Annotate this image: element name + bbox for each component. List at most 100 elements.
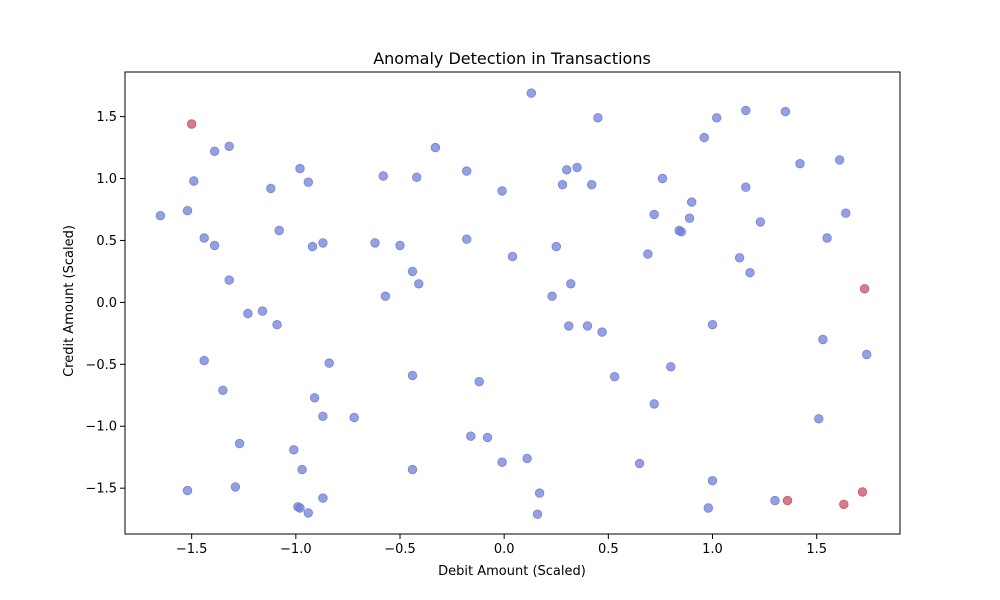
normal-point — [551, 241, 562, 252]
normal-point — [295, 503, 305, 513]
normal-point — [407, 464, 418, 475]
normal-point — [834, 155, 845, 165]
normal-point — [566, 279, 576, 289]
normal-point — [497, 457, 507, 467]
normal-point — [257, 306, 268, 316]
normal-point — [199, 233, 209, 243]
normal-point — [643, 249, 653, 259]
normal-point — [474, 377, 484, 387]
normal-point — [466, 431, 476, 441]
normal-point — [572, 162, 582, 173]
normal-point — [684, 213, 695, 223]
normal-point — [707, 320, 718, 330]
normal-point — [303, 508, 314, 518]
normal-point — [676, 227, 687, 237]
normal-point — [526, 88, 537, 98]
normal-point — [224, 141, 234, 152]
normal-point — [609, 372, 620, 382]
normal-point — [243, 308, 253, 319]
normal-point — [687, 197, 697, 207]
normal-point — [634, 458, 645, 469]
normal-point — [370, 238, 380, 248]
normal-point — [666, 362, 676, 372]
normal-point — [380, 291, 391, 301]
normal-point — [318, 493, 328, 503]
normal-point — [414, 279, 424, 289]
normal-point — [430, 142, 441, 153]
normal-point — [309, 393, 320, 403]
normal-point — [395, 240, 405, 251]
x-tick-label: 0.0 — [494, 542, 515, 557]
x-axis-title: Debit Amount (Scaled) — [438, 564, 586, 579]
normal-point — [707, 476, 718, 486]
normal-point — [189, 176, 199, 186]
plot-frame — [124, 71, 901, 535]
normal-point — [534, 488, 545, 498]
normal-point — [593, 113, 603, 123]
y-tick-label: 0.0 — [96, 296, 117, 311]
x-tick-label: 0.5 — [598, 542, 619, 557]
normal-point — [712, 113, 722, 123]
normal-point — [497, 186, 507, 196]
normal-point — [155, 210, 166, 221]
normal-point — [841, 208, 851, 218]
anomaly-point — [839, 499, 849, 510]
normal-point — [755, 217, 766, 227]
normal-point — [699, 132, 709, 143]
normal-point — [507, 251, 518, 262]
normal-point — [407, 370, 418, 381]
normal-point — [289, 445, 299, 455]
normal-point — [295, 163, 305, 174]
y-tick-label: 0.5 — [96, 234, 117, 249]
normal-point — [349, 412, 359, 423]
y-tick-label: −1.0 — [85, 420, 117, 435]
normal-point — [522, 453, 532, 464]
anomaly-point — [782, 495, 793, 506]
normal-point — [462, 234, 472, 244]
normal-point — [770, 495, 780, 506]
points-layer — [155, 88, 872, 519]
normal-point — [562, 165, 572, 175]
normal-point — [462, 166, 472, 176]
y-tick-label: −1.5 — [85, 482, 117, 497]
normal-point — [582, 321, 593, 331]
normal-point — [266, 183, 276, 194]
normal-point — [272, 320, 282, 330]
normal-point — [209, 146, 220, 157]
normal-point — [297, 464, 307, 475]
normal-point — [307, 241, 318, 252]
normal-point — [597, 327, 607, 337]
normal-point — [234, 438, 245, 449]
normal-point — [557, 179, 568, 190]
x-tick-label: −1.0 — [280, 542, 312, 557]
normal-point — [734, 253, 745, 263]
y-tick-label: 1.0 — [96, 172, 117, 187]
chart-title: Anomaly Detection in Transactions — [373, 49, 651, 68]
normal-point — [182, 485, 193, 496]
normal-point — [822, 233, 832, 243]
normal-point — [224, 275, 234, 285]
anomaly-point — [859, 284, 870, 294]
anomaly-point — [857, 487, 868, 497]
normal-point — [741, 182, 751, 192]
x-tick-label: 1.0 — [702, 542, 723, 557]
normal-point — [814, 414, 824, 424]
normal-point — [862, 349, 872, 360]
x-axis: −1.5 −1.0 −0.5 0.0 0.5 1.0 1.5 — [176, 534, 827, 557]
x-tick-label: −1.5 — [176, 542, 208, 557]
normal-point — [564, 321, 574, 331]
normal-point — [218, 385, 228, 396]
normal-point — [199, 355, 209, 366]
normal-point — [412, 172, 422, 183]
normal-point — [303, 177, 314, 187]
normal-point — [318, 411, 328, 422]
y-axis: 1.5 1.0 0.5 0.0 −0.5 −1.0 −1.5 — [85, 110, 125, 497]
normal-point — [818, 334, 828, 345]
normal-point — [587, 179, 597, 190]
normal-point — [230, 482, 241, 492]
normal-point — [378, 171, 389, 181]
normal-point — [407, 266, 418, 277]
normal-point — [547, 291, 557, 301]
normal-point — [703, 503, 714, 513]
